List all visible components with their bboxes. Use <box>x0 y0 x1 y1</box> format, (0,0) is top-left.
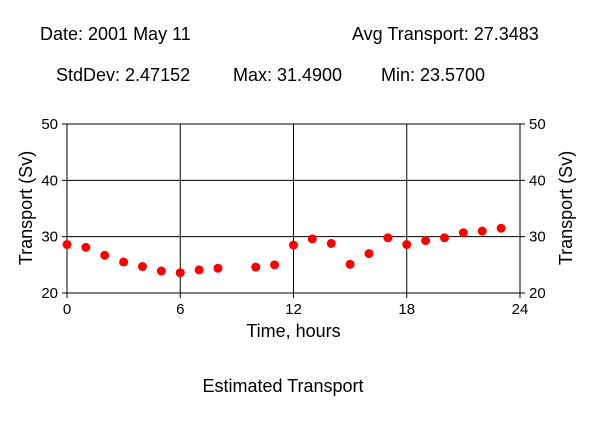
data-point <box>81 242 91 252</box>
stddev-label: StdDev: 2.47152 <box>56 65 191 85</box>
data-point <box>213 263 223 273</box>
data-point <box>364 249 374 259</box>
x-tick-label: 12 <box>285 301 302 318</box>
y-tick-label-right: 40 <box>529 172 546 189</box>
data-point <box>345 259 355 269</box>
y-axis-label-left: Transport (Sv) <box>16 151 36 265</box>
y-axis-label-right: Transport (Sv) <box>556 151 576 265</box>
min-label: Min: 23.5700 <box>381 65 486 85</box>
data-point <box>251 262 261 272</box>
y-tick-label-right: 20 <box>529 285 546 302</box>
data-point <box>440 233 449 243</box>
x-tick-label: 6 <box>176 301 184 318</box>
chart-title: Estimated Transport <box>202 376 363 396</box>
data-point <box>175 268 185 278</box>
y-tick-label-left: 20 <box>41 285 58 302</box>
data-point <box>458 228 468 238</box>
data-point <box>138 262 147 272</box>
data-point <box>156 266 166 276</box>
date-label: Date: 2001 May 11 <box>40 24 191 44</box>
data-point <box>383 233 393 243</box>
x-axis-label: Time, hours <box>246 321 340 341</box>
data-point <box>62 240 72 250</box>
max-label: Max: 31.4900 <box>233 65 343 85</box>
y-tick-label-left: 50 <box>41 116 58 133</box>
data-point <box>477 226 487 236</box>
y-tick-label-right: 50 <box>529 116 546 133</box>
x-tick-label: 0 <box>63 301 71 318</box>
data-point <box>270 260 280 270</box>
data-point <box>194 265 204 275</box>
y-tick-label-left: 40 <box>41 172 58 189</box>
data-point <box>119 257 129 267</box>
data-point <box>307 234 317 244</box>
x-tick-label: 24 <box>512 301 529 318</box>
data-point <box>289 240 298 250</box>
data-point <box>100 250 110 260</box>
data-point <box>402 240 412 250</box>
data-point <box>421 236 431 246</box>
y-tick-label-right: 30 <box>529 229 546 246</box>
avg-transport-label: Avg Transport: 27.3483 <box>352 24 539 44</box>
y-tick-label-left: 30 <box>41 229 58 246</box>
data-point <box>326 238 336 248</box>
x-tick-label: 18 <box>398 301 415 318</box>
data-point <box>496 223 506 233</box>
